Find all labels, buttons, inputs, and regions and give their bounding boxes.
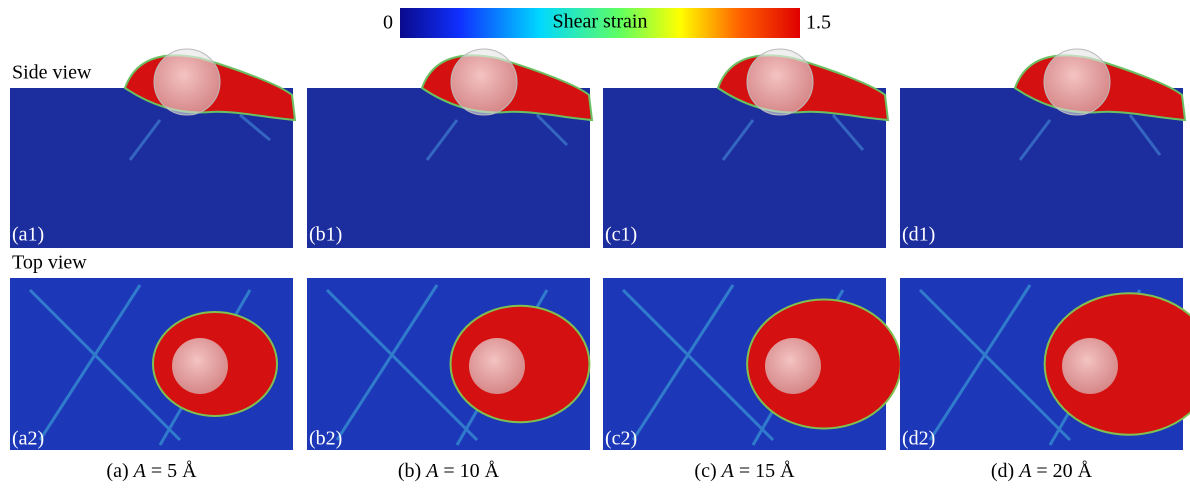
colorbar-label: Shear strain bbox=[553, 11, 648, 33]
caption: (b) A = 10 Å bbox=[398, 460, 500, 482]
caption-variable: A bbox=[1017, 460, 1032, 482]
caption: (d) A = 20 Å bbox=[991, 460, 1093, 482]
caption-prefix: (b) bbox=[398, 460, 426, 482]
indenter bbox=[1062, 338, 1118, 394]
caption: (a) A = 5 Å bbox=[106, 460, 197, 482]
colorbar-min: 0 bbox=[383, 12, 393, 34]
caption-prefix: (d) bbox=[991, 460, 1019, 482]
indenter bbox=[469, 338, 525, 394]
panel-label: (a2) bbox=[12, 428, 44, 450]
indenter bbox=[1044, 49, 1110, 115]
panel-label: (d1) bbox=[902, 224, 935, 246]
panel-label: (b2) bbox=[309, 428, 342, 450]
row-label: Side view bbox=[12, 62, 92, 84]
caption-variable: A bbox=[132, 460, 147, 482]
colorbar-max: 1.5 bbox=[806, 12, 831, 34]
indenter bbox=[154, 49, 220, 115]
panel-label: (a1) bbox=[12, 224, 44, 246]
row-label: Top view bbox=[12, 252, 87, 274]
panel-label: (c1) bbox=[605, 224, 637, 246]
indenter bbox=[172, 338, 228, 394]
panel-label: (b1) bbox=[309, 224, 342, 246]
caption-variable: A bbox=[720, 460, 735, 482]
caption-variable: A bbox=[424, 460, 439, 482]
panel-label: (c2) bbox=[605, 428, 637, 450]
caption-suffix: = 20 Å bbox=[1031, 460, 1092, 482]
indenter bbox=[451, 49, 517, 115]
caption-suffix: = 10 Å bbox=[438, 460, 499, 482]
caption-prefix: (a) bbox=[106, 460, 133, 482]
caption-suffix: = 5 Å bbox=[146, 460, 197, 482]
caption-prefix: (c) bbox=[694, 460, 721, 482]
figure: 0 Shear strain 1.5 Side view Top view (a… bbox=[0, 0, 1190, 490]
panel-label: (d2) bbox=[902, 428, 935, 450]
caption-suffix: = 15 Å bbox=[734, 460, 795, 482]
caption: (c) A = 15 Å bbox=[694, 460, 795, 482]
indenter bbox=[747, 49, 813, 115]
indenter bbox=[765, 338, 821, 394]
